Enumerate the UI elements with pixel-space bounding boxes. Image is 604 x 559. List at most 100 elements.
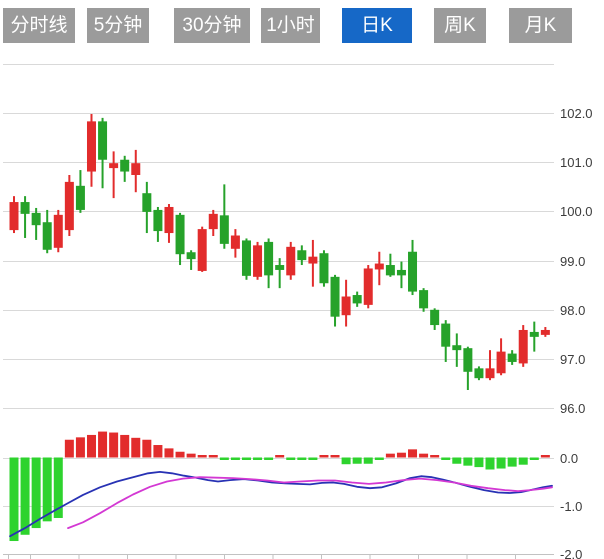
candle-body xyxy=(109,163,119,169)
tab-time-line[interactable]: 分时线 xyxy=(3,8,75,43)
macd-histogram-bar xyxy=(396,452,406,458)
candle-body xyxy=(142,193,152,212)
macd-histogram-bar xyxy=(507,457,517,467)
macd-histogram-bar xyxy=(75,437,85,458)
candle-body xyxy=(408,251,418,292)
macd-histogram-bar xyxy=(20,457,30,535)
macd-histogram-bar xyxy=(463,457,473,466)
macd-axis-label: -2.0 xyxy=(560,547,582,559)
candle-body xyxy=(507,353,517,362)
candle-body xyxy=(441,323,451,347)
price-axis-label: 98.0 xyxy=(560,303,585,318)
macd-histogram-bar xyxy=(219,457,229,460)
candle-body xyxy=(297,250,307,261)
candle-body xyxy=(53,214,63,248)
macd-histogram-bar xyxy=(53,457,63,518)
candle-body xyxy=(463,348,473,372)
tab-monthly-k[interactable]: 月K xyxy=(509,8,572,43)
macd-histogram-bar xyxy=(408,449,418,458)
candle-body xyxy=(175,214,185,255)
macd-histogram-bar xyxy=(42,457,52,522)
candle-body xyxy=(452,345,462,351)
macd-histogram-bar xyxy=(86,434,96,458)
candle-body xyxy=(42,222,52,250)
candle-body xyxy=(363,268,373,305)
candle-body xyxy=(153,209,163,232)
candle-body xyxy=(241,240,251,276)
macd-histogram-bar xyxy=(430,455,440,458)
candle-body xyxy=(98,121,108,160)
macd-histogram-bar xyxy=(164,448,174,458)
price-axis-label: 101.0 xyxy=(560,155,593,170)
dif-line xyxy=(9,470,553,538)
macd-histogram-bar xyxy=(275,455,285,458)
candle-body xyxy=(120,159,130,172)
candle-body xyxy=(64,181,74,231)
price-axis-label: 96.0 xyxy=(560,401,585,416)
tab-1hour[interactable]: 1小时 xyxy=(261,8,320,43)
macd-histogram-bar xyxy=(120,434,130,458)
tab-30min[interactable]: 30分钟 xyxy=(174,8,250,43)
candle-body xyxy=(264,241,274,276)
tab-5min[interactable]: 5分钟 xyxy=(87,8,149,43)
price-axis-label: 97.0 xyxy=(560,352,585,367)
macd-histogram-bar xyxy=(253,457,263,460)
tab-daily-k[interactable]: 日K xyxy=(342,8,412,43)
candle-body xyxy=(86,121,96,172)
macd-histogram-bar xyxy=(142,439,152,458)
macd-histogram-bar xyxy=(264,457,274,460)
candle-body xyxy=(164,206,174,234)
macd-axis-label: 0.0 xyxy=(560,451,578,466)
macd-histogram-bar xyxy=(496,457,506,469)
macd-histogram-bar xyxy=(330,455,340,458)
candle-body xyxy=(419,290,429,309)
candle-body xyxy=(529,331,539,337)
candle-body xyxy=(330,276,340,317)
macd-histogram-bar xyxy=(131,437,141,458)
candle-body xyxy=(341,296,351,316)
macd-histogram-bar xyxy=(452,457,462,464)
candle-body xyxy=(275,265,285,270)
macd-histogram-bar xyxy=(341,457,351,465)
price-axis-label: 102.0 xyxy=(560,106,593,121)
candle-body xyxy=(352,295,362,304)
candle-body xyxy=(131,163,141,175)
macd-histogram-bar xyxy=(208,455,218,458)
candle-body xyxy=(485,368,495,379)
candle-body xyxy=(20,202,30,214)
macd-histogram-bar xyxy=(363,457,373,464)
macd-histogram-bar xyxy=(31,457,41,529)
macd-histogram-bar xyxy=(109,432,119,458)
dea-line xyxy=(67,476,553,529)
price-axis-label: 99.0 xyxy=(560,254,585,269)
candle-body xyxy=(374,263,384,270)
candle-body xyxy=(430,309,440,326)
candle-body xyxy=(385,265,395,276)
macd-histogram-bar xyxy=(64,439,74,458)
candle-body xyxy=(286,246,296,276)
macd-histogram-bar xyxy=(352,457,362,464)
candle-body xyxy=(518,329,528,364)
macd-histogram-bar xyxy=(197,455,207,458)
macd-histogram-bar xyxy=(241,457,251,460)
macd-histogram-bar xyxy=(419,453,429,458)
period-tabbar: 分时线 5分钟 30分钟 1小时 日K 周K 月K xyxy=(0,0,604,50)
macd-histogram-bar xyxy=(175,451,185,458)
candle-body xyxy=(253,245,263,277)
candle-body xyxy=(9,202,19,231)
price-axis-label: 100.0 xyxy=(560,204,593,219)
tab-weekly-k[interactable]: 周K xyxy=(434,8,486,43)
candle-body xyxy=(197,229,207,271)
candle-body xyxy=(75,185,85,210)
macd-histogram-bar xyxy=(153,445,163,458)
macd-histogram-bar xyxy=(308,457,318,460)
candle-body xyxy=(308,256,318,264)
candle-body xyxy=(186,252,196,260)
candle-body xyxy=(496,351,506,374)
macd-histogram-bar xyxy=(385,453,395,458)
macd-histogram-bar xyxy=(286,457,296,460)
macd-histogram-bar xyxy=(474,457,484,468)
macd-histogram-bar xyxy=(9,457,19,542)
